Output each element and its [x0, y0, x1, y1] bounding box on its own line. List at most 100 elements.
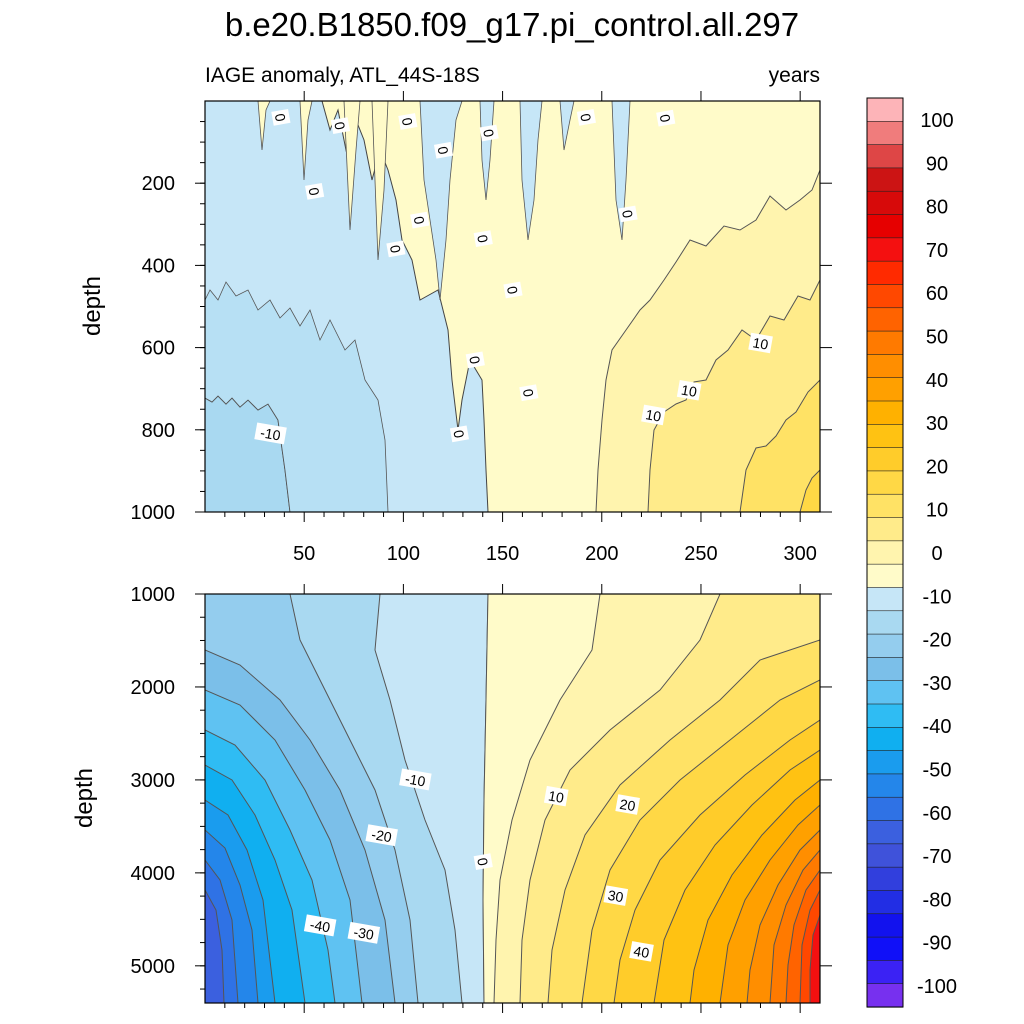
colorbar-swatch: [866, 214, 904, 239]
colorbar-frame: [866, 97, 904, 1008]
contour-label-box: [303, 914, 337, 937]
colorbar-label: 60: [926, 283, 948, 305]
upper-streaks-yellow: [257, 101, 389, 261]
contour-label-box: [603, 885, 629, 906]
contour-label-box: [330, 117, 350, 134]
contour-label: 0: [656, 109, 676, 127]
colorbar-label: -10: [923, 586, 952, 608]
contour-label: 0: [576, 108, 596, 126]
contour-label-box: [365, 824, 398, 847]
contour-label-text: 0: [466, 355, 483, 366]
contour-label: 0: [479, 124, 499, 142]
x-tick-label: 150: [486, 543, 519, 565]
subtitle-left: IAGE anomaly, ATL_44S-18S: [205, 64, 480, 87]
contour-label-box: [576, 108, 596, 126]
colorbar-swatch: [866, 960, 904, 985]
y-tick-label: 1000: [131, 584, 176, 606]
lower-band-pos65: [809, 914, 820, 1003]
lower-frame: [204, 593, 821, 1004]
contour-label-text: 0: [387, 244, 404, 255]
contour-label-text: 30: [607, 887, 625, 905]
lower-band-neg65: [205, 889, 225, 1003]
y-tick-label: 2000: [131, 677, 176, 699]
y-tick-label: 400: [142, 255, 175, 277]
contour-label-text: 20: [619, 796, 637, 814]
colorbar-label: 50: [926, 327, 948, 349]
contour-label: 0: [465, 351, 485, 369]
colorbar-swatch: [866, 843, 904, 868]
contour-label-text: 0: [474, 856, 491, 867]
contour-label-box: [410, 211, 430, 229]
contour-label: 0: [271, 108, 291, 126]
contour-label-box: [519, 384, 539, 402]
colorbar-swatch: [866, 144, 904, 169]
contour-label-box: [656, 109, 676, 127]
colorbar-swatch: [866, 121, 904, 146]
colorbar-swatch: [866, 424, 904, 449]
contour-label-box: [543, 785, 569, 807]
colorbar-swatch: [866, 983, 904, 1008]
contour-label-text: -20: [370, 826, 393, 845]
y-tick-label: 200: [142, 173, 175, 195]
contour-label-text: 0: [331, 120, 348, 131]
colorbar-label: -20: [923, 630, 952, 652]
colorbar-swatch: [866, 703, 904, 728]
y-tick-label: 5000: [131, 956, 176, 978]
lower-ticks: 1000 2000 3000 4000 5000: [131, 584, 832, 1013]
contour-label-box: [618, 205, 638, 223]
colorbar-swatch: [866, 890, 904, 915]
contour-label: 0: [473, 230, 493, 247]
contour-label-text: 0: [450, 429, 467, 440]
colorbar: 1009080706050403020100-10-20-30-40-50-60…: [866, 97, 957, 1008]
colorbar-swatch: [866, 517, 904, 542]
colorbar-label: -40: [923, 716, 952, 738]
contour-label-box: [433, 141, 454, 159]
colorbar-swatch: [866, 260, 904, 286]
colorbar-label: 0: [931, 543, 942, 565]
contour-label-box: [629, 941, 654, 962]
colorbar-label: 90: [926, 153, 948, 175]
colorbar-swatch: [866, 563, 904, 589]
contour-label-box: [254, 422, 287, 445]
contour-label-text: -10: [404, 770, 427, 789]
colorbar-swatch: [866, 680, 904, 705]
colorbar-label: 70: [926, 240, 948, 262]
colorbar-swatch: [866, 773, 904, 798]
colorbar-swatch: [866, 657, 904, 682]
contour-label: 0: [305, 182, 325, 200]
contour-label-box: [479, 124, 499, 142]
upper-region-pos40: [799, 469, 820, 512]
contour-label: 10: [748, 332, 773, 354]
contour-label: 20: [615, 794, 640, 815]
contour-label-box: [399, 768, 432, 791]
contour-label-box: [449, 425, 470, 443]
contour-label-box: [386, 240, 406, 258]
contour-label-box: [473, 853, 493, 870]
y-tick-label: 600: [142, 338, 175, 360]
contour-label-box: [305, 182, 325, 200]
contour-label-text: 0: [504, 285, 521, 296]
upper-contour-labels: 0 0 0 0 0 0 0 0 0 0 0 0 0 0 0 0 -10 10 10 10: [254, 108, 773, 445]
contour-label: -40: [303, 914, 337, 937]
colorbar-label: -80: [923, 889, 952, 911]
colorbar-swatch: [866, 587, 904, 612]
contour-label-box: [271, 108, 291, 126]
lower-contour-labels: -10 -20 -40 -30 0 10 20 30 40: [303, 768, 654, 962]
colorbar-swatch: [866, 540, 904, 565]
y-tick-label: 4000: [131, 863, 176, 885]
contour-label-box: [641, 404, 666, 426]
colorbar-swatch: [866, 307, 904, 332]
colorbar-swatch: [866, 237, 904, 262]
upper-region-neg10-b: [205, 281, 389, 512]
colorbar-label: 10: [926, 500, 948, 522]
contour-label-text: 0: [619, 209, 636, 220]
contour-label-text: 0: [577, 112, 594, 123]
x-tick-label: 100: [387, 543, 420, 565]
colorbar-label: -50: [923, 760, 952, 782]
colorbar-swatch: [866, 447, 904, 472]
lower-band-pos0: [482, 594, 601, 1003]
contour-label-text: 0: [474, 233, 491, 244]
colorbar-swatch: [866, 400, 904, 425]
contour-label-text: 0: [306, 186, 323, 197]
